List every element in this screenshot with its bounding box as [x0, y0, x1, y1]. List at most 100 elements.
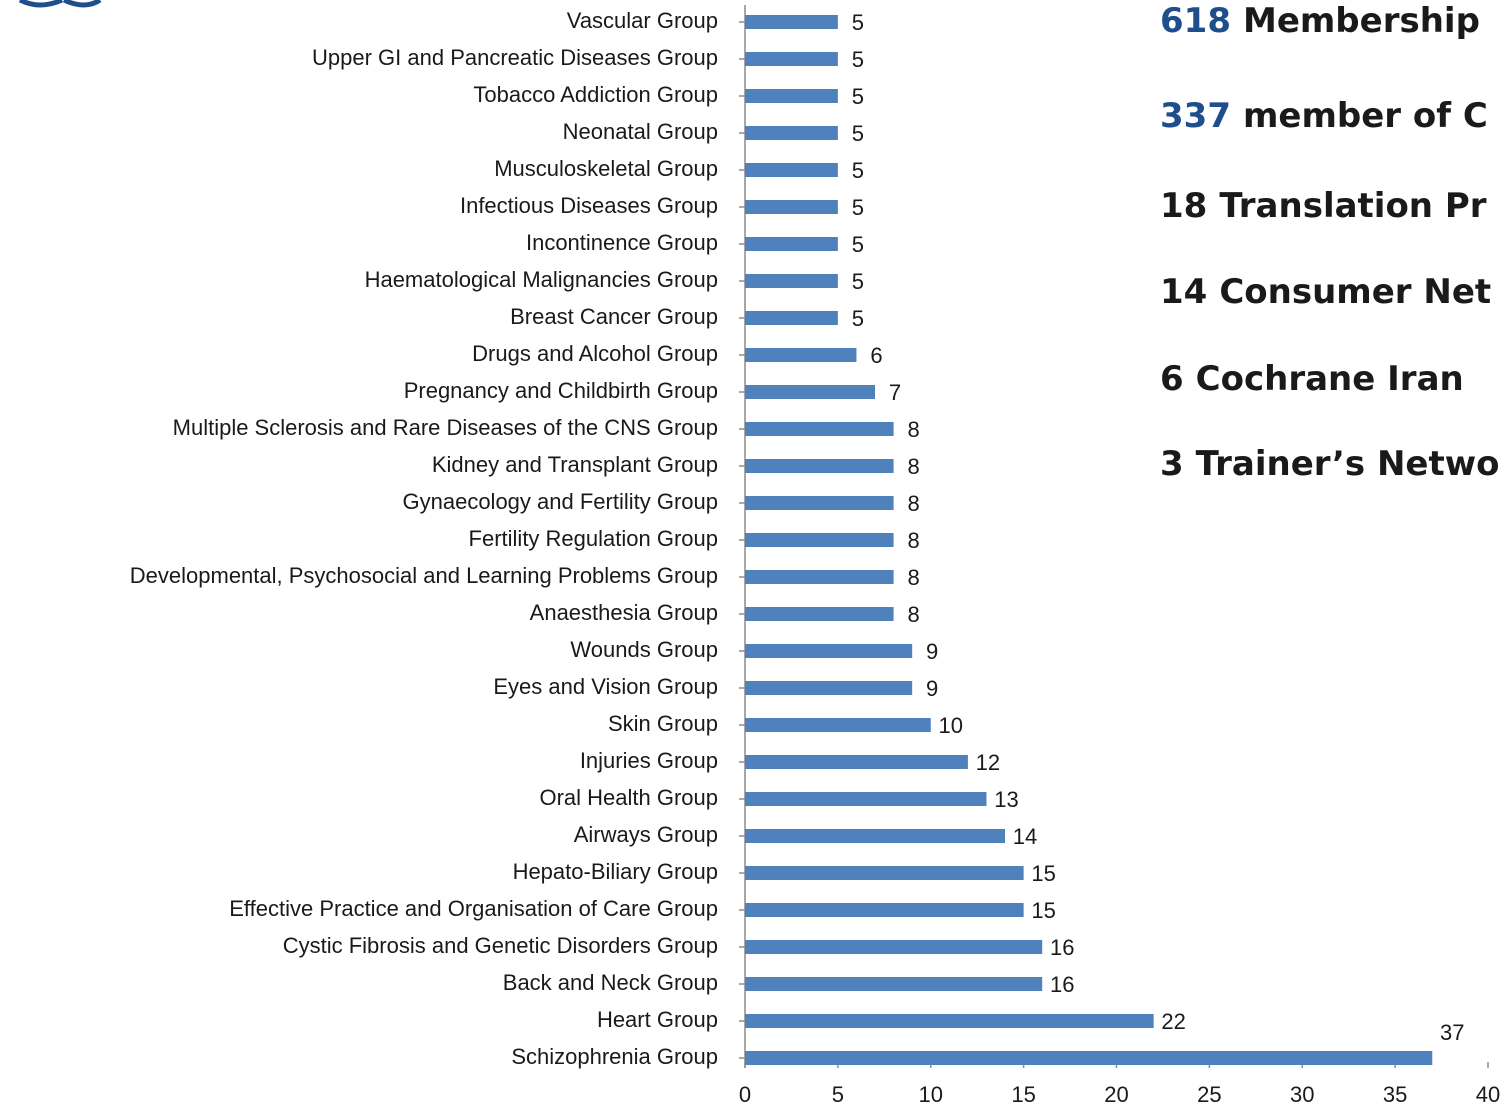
value-label: 5	[852, 306, 864, 331]
bar	[745, 533, 894, 547]
stat-number: 6	[1160, 359, 1184, 399]
y-tick-label: Upper GI and Pancreatic Diseases Group	[312, 45, 718, 70]
y-tick-label: Schizophrenia Group	[511, 1044, 718, 1069]
bar	[745, 15, 838, 29]
bar	[745, 1051, 1433, 1065]
stat-line: 337 member of C	[1160, 96, 1488, 136]
bar	[745, 200, 838, 214]
bar	[745, 52, 838, 66]
value-label: 10	[939, 713, 963, 738]
bar	[745, 385, 876, 399]
y-tick-label: Musculoskeletal Group	[494, 156, 718, 181]
bar	[745, 126, 838, 140]
y-tick-label: Drugs and Alcohol Group	[472, 341, 718, 366]
y-tick-label: Skin Group	[608, 711, 718, 736]
y-tick-label: Fertility Regulation Group	[469, 526, 718, 551]
stat-text: Cochrane Iran	[1196, 359, 1464, 399]
x-tick-label: 30	[1290, 1082, 1314, 1107]
stat-text: Membership	[1243, 1, 1480, 41]
y-tick-label: Back and Neck Group	[503, 970, 718, 995]
y-tick-label: Vascular Group	[567, 8, 718, 33]
bar	[745, 348, 857, 362]
y-tick-label: Multiple Sclerosis and Rare Diseases of …	[173, 415, 718, 440]
value-label: 5	[852, 121, 864, 146]
bar	[745, 866, 1024, 880]
logo	[18, 0, 102, 8]
x-tick-label: 5	[832, 1082, 844, 1107]
stat-line: 18 Translation Pr	[1160, 186, 1487, 226]
stat-line: 3 Trainer’s Netwo	[1160, 444, 1499, 484]
bar	[745, 607, 894, 621]
value-label: 5	[852, 195, 864, 220]
stat-line: 14 Consumer Net	[1160, 272, 1491, 312]
x-tick-label: 20	[1104, 1082, 1128, 1107]
y-tick-label: Neonatal Group	[563, 119, 718, 144]
x-tick-label: 10	[919, 1082, 943, 1107]
value-label: 22	[1161, 1009, 1185, 1034]
value-label: 6	[870, 343, 882, 368]
stat-text: Consumer Net	[1219, 272, 1491, 312]
y-tick-label: Tobacco Addiction Group	[473, 82, 718, 107]
y-tick-label: Kidney and Transplant Group	[432, 452, 718, 477]
bar	[745, 940, 1043, 954]
y-tick-label: Effective Practice and Organisation of C…	[229, 896, 718, 921]
value-label: 16	[1050, 972, 1074, 997]
y-tick-label: Airways Group	[574, 822, 718, 847]
bar	[745, 570, 894, 584]
value-label: 8	[907, 454, 919, 479]
bar	[745, 237, 838, 251]
value-label: 8	[907, 565, 919, 590]
stat-line: 618 Membership	[1160, 1, 1480, 41]
y-tick-label: Cystic Fibrosis and Genetic Disorders Gr…	[283, 933, 718, 958]
y-tick-label: Wounds Group	[570, 637, 718, 662]
value-label: 5	[852, 84, 864, 109]
x-tick-label: 25	[1197, 1082, 1221, 1107]
stat-text: member of C	[1243, 96, 1488, 136]
value-label: 8	[907, 491, 919, 516]
logo-arc	[62, 0, 102, 8]
value-label: 12	[976, 750, 1000, 775]
y-tick-label: Infectious Diseases Group	[460, 193, 718, 218]
y-tick-label: Injuries Group	[580, 748, 718, 773]
y-tick-label: Developmental, Psychosocial and Learning…	[130, 563, 718, 588]
y-tick-label: Incontinence Group	[526, 230, 718, 255]
bar	[745, 903, 1024, 917]
x-tick-label: 15	[1011, 1082, 1035, 1107]
value-label: 13	[994, 787, 1018, 812]
y-tick-label: Gynaecology and Fertility Group	[403, 489, 719, 514]
value-label: 7	[889, 380, 901, 405]
value-label: 5	[852, 269, 864, 294]
bar	[745, 311, 838, 325]
y-tick-label: Pregnancy and Childbirth Group	[404, 378, 718, 403]
y-tick-label: Heart Group	[597, 1007, 718, 1032]
stat-number: 18	[1160, 186, 1207, 226]
bar	[745, 163, 838, 177]
stat-number: 14	[1160, 272, 1207, 312]
y-tick-label: Eyes and Vision Group	[493, 674, 718, 699]
bar	[745, 1014, 1154, 1028]
bar	[745, 977, 1043, 991]
y-tick-label: Hepato-Biliary Group	[513, 859, 718, 884]
bar	[745, 496, 894, 510]
bar	[745, 459, 894, 473]
bar	[745, 274, 838, 288]
value-label: 37	[1440, 1020, 1464, 1045]
bar	[745, 681, 913, 695]
y-tick-label: Haematological Malignancies Group	[365, 267, 718, 292]
bar	[745, 718, 931, 732]
x-tick-label: 35	[1383, 1082, 1407, 1107]
stat-number: 337	[1160, 96, 1231, 136]
value-label: 8	[907, 602, 919, 627]
y-tick-label: Oral Health Group	[539, 785, 718, 810]
value-label: 5	[852, 232, 864, 257]
value-label: 5	[852, 10, 864, 35]
value-label: 8	[907, 528, 919, 553]
y-tick-label: Breast Cancer Group	[510, 304, 718, 329]
x-tick-label: 0	[739, 1082, 751, 1107]
y-tick-label: Anaesthesia Group	[530, 600, 718, 625]
x-tick-label: 40	[1476, 1082, 1500, 1107]
value-label: 5	[852, 158, 864, 183]
bar	[745, 644, 913, 658]
